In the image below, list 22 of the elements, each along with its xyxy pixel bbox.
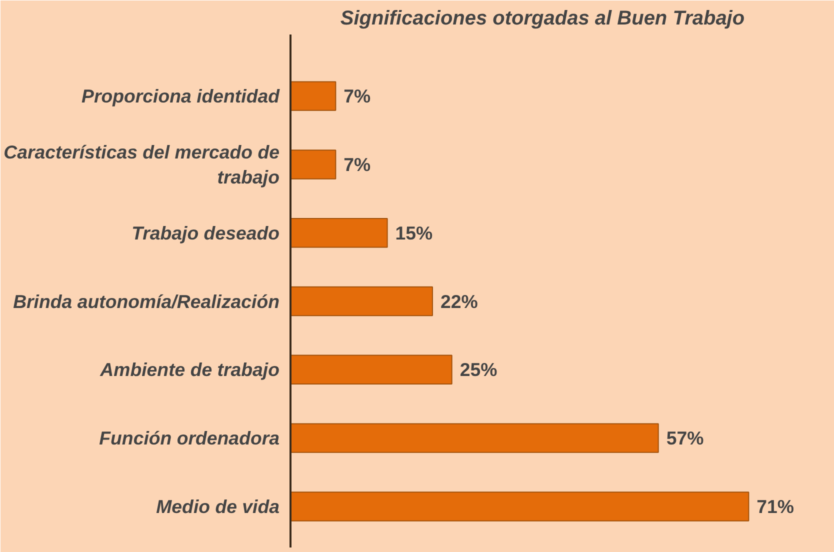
bar [290, 354, 452, 385]
data-label: 7% [344, 86, 372, 107]
chart-title: Significaciones otorgadas al Buen Trabajo [340, 8, 745, 30]
y-tick-label: Ambiente de trabajo [99, 359, 280, 380]
bar [290, 286, 433, 316]
bar [290, 150, 336, 180]
data-label: 71% [756, 496, 794, 517]
y-tick-label: Brinda autonomía/Realización [13, 290, 280, 312]
y-tick-label: Medio de vida [156, 496, 280, 517]
data-label: 57% [666, 428, 704, 449]
bar [290, 81, 336, 111]
y-tick-label: Trabajo deseado [132, 222, 280, 244]
data-label: 15% [395, 222, 434, 244]
data-label: 22% [440, 290, 478, 312]
y-tick-label: Función ordenadora [99, 428, 280, 449]
y-tick-label: Características del mercado de trabajo [4, 141, 280, 188]
bar [290, 423, 659, 453]
y-tick-label: Proporciona identidad [82, 86, 280, 107]
data-label: 25% [460, 359, 498, 380]
data-label: 7% [344, 154, 372, 175]
bar [290, 218, 388, 248]
bar [290, 492, 750, 522]
